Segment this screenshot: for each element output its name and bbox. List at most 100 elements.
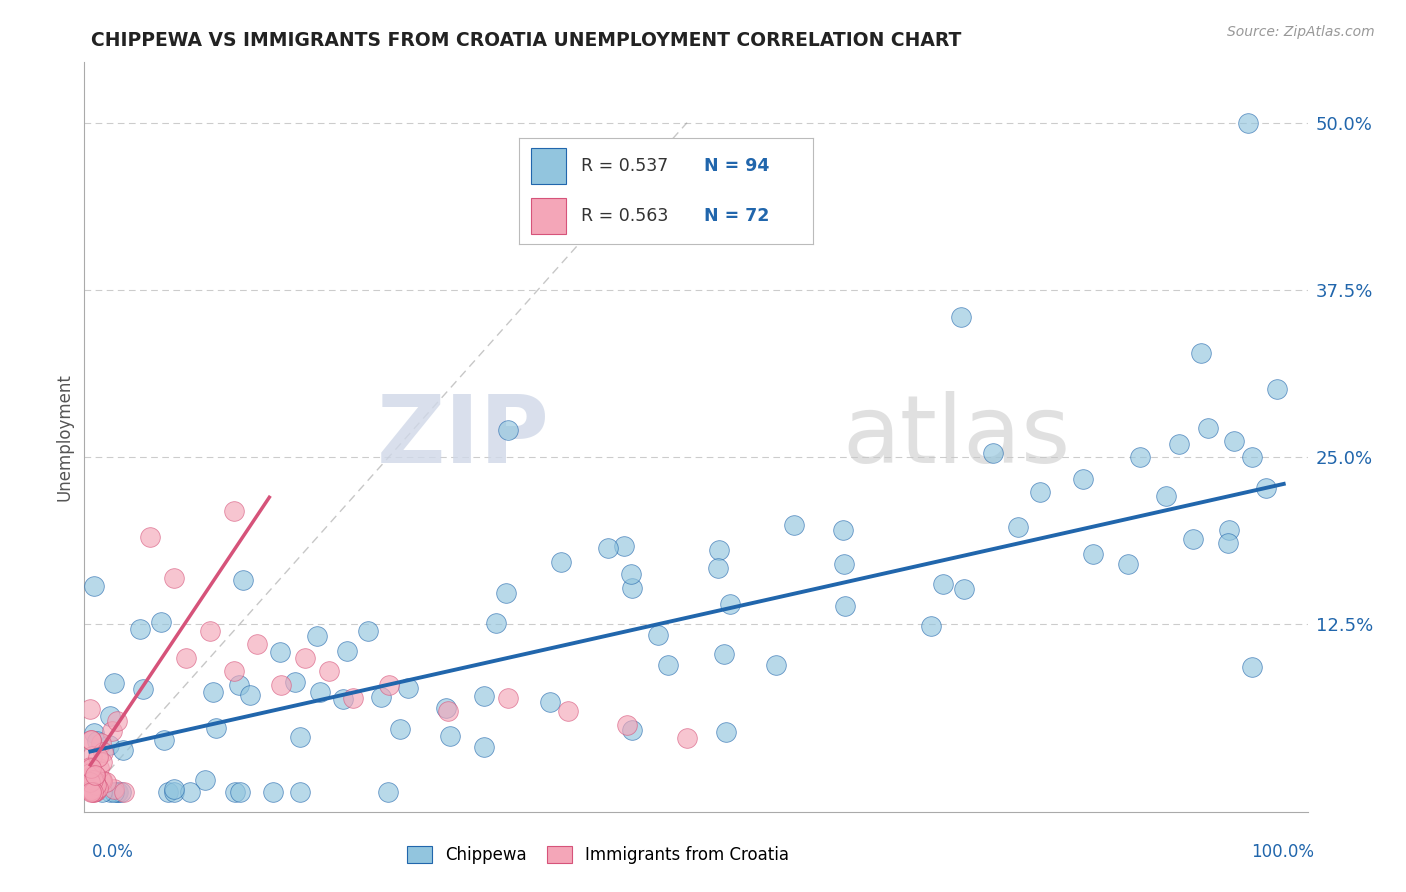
Point [765, 658, 787, 673]
Text: R = 0.563: R = 0.563 [581, 207, 668, 225]
Point [1071, 472, 1094, 486]
Point [103, 782, 125, 797]
Point [657, 657, 679, 672]
Point [79, 733, 101, 747]
Point [82, 777, 104, 791]
Point [538, 695, 561, 709]
Point [318, 664, 340, 679]
Point [80, 733, 103, 747]
Point [1265, 382, 1288, 396]
Point [270, 678, 292, 692]
Point [246, 637, 269, 651]
Point [228, 678, 250, 692]
Point [305, 628, 328, 642]
Point [84, 768, 107, 782]
Text: ZIP: ZIP [377, 391, 550, 483]
Point [131, 681, 153, 696]
Point [174, 651, 197, 665]
Point [676, 731, 699, 746]
Point [232, 574, 254, 588]
Point [437, 705, 460, 719]
Point [80, 784, 103, 798]
Point [1197, 421, 1219, 435]
Point [439, 729, 461, 743]
Point [1254, 481, 1277, 495]
Point [557, 705, 579, 719]
Point [1240, 450, 1263, 465]
Point [90, 772, 112, 787]
Point [105, 714, 128, 728]
Point [1189, 345, 1212, 359]
Point [647, 628, 669, 642]
Point [783, 518, 806, 533]
Point [709, 543, 731, 558]
Text: N = 72: N = 72 [704, 207, 769, 225]
Point [222, 664, 245, 679]
Point [157, 785, 180, 799]
Point [98, 708, 121, 723]
Point [80, 783, 103, 797]
Point [472, 739, 495, 754]
Point [128, 622, 150, 636]
Point [80, 784, 103, 798]
Point [83, 766, 105, 780]
Point [198, 624, 221, 639]
Point [1007, 519, 1029, 533]
Point [377, 785, 399, 799]
Point [620, 723, 643, 738]
Point [229, 785, 252, 799]
Point [718, 597, 741, 611]
Point [434, 700, 457, 714]
Point [84, 784, 107, 798]
Point [80, 780, 103, 795]
Text: CHIPPEWA VS IMMIGRANTS FROM CROATIA UNEMPLOYMENT CORRELATION CHART: CHIPPEWA VS IMMIGRANTS FROM CROATIA UNEM… [91, 31, 962, 50]
Point [86, 781, 108, 796]
Point [707, 561, 730, 575]
FancyBboxPatch shape [530, 147, 567, 184]
Point [87, 761, 110, 775]
Point [79, 772, 101, 787]
Point [83, 771, 105, 785]
Point [224, 785, 246, 799]
Point [389, 722, 412, 736]
Point [1182, 532, 1205, 546]
Point [98, 785, 121, 799]
Point [83, 726, 105, 740]
Point [932, 576, 955, 591]
Point [1156, 489, 1178, 503]
Point [91, 745, 114, 759]
Point [79, 759, 101, 773]
Point [1218, 523, 1240, 537]
Point [1240, 659, 1263, 673]
Point [84, 779, 107, 793]
Point [79, 783, 101, 797]
Text: 100.0%: 100.0% [1251, 843, 1315, 861]
Point [79, 782, 101, 797]
Point [82, 781, 104, 796]
Point [288, 785, 311, 799]
Legend: Chippewa, Immigrants from Croatia: Chippewa, Immigrants from Croatia [401, 839, 796, 871]
Point [357, 624, 380, 639]
Text: N = 94: N = 94 [704, 157, 769, 175]
Point [83, 784, 105, 798]
Point [832, 557, 855, 571]
Point [149, 615, 172, 630]
Point [90, 736, 112, 750]
Point [194, 773, 217, 788]
Point [952, 582, 974, 596]
Point [83, 779, 105, 793]
Point [1129, 450, 1152, 464]
Point [496, 424, 519, 438]
Y-axis label: Unemployment: Unemployment [55, 373, 73, 501]
Point [83, 768, 105, 782]
Text: 0.0%: 0.0% [91, 843, 134, 861]
Point [90, 773, 112, 788]
Point [101, 724, 124, 739]
Point [269, 645, 291, 659]
Point [309, 685, 332, 699]
Point [179, 785, 201, 799]
Point [79, 779, 101, 793]
Point [86, 734, 108, 748]
Point [83, 579, 105, 593]
Point [336, 644, 359, 658]
